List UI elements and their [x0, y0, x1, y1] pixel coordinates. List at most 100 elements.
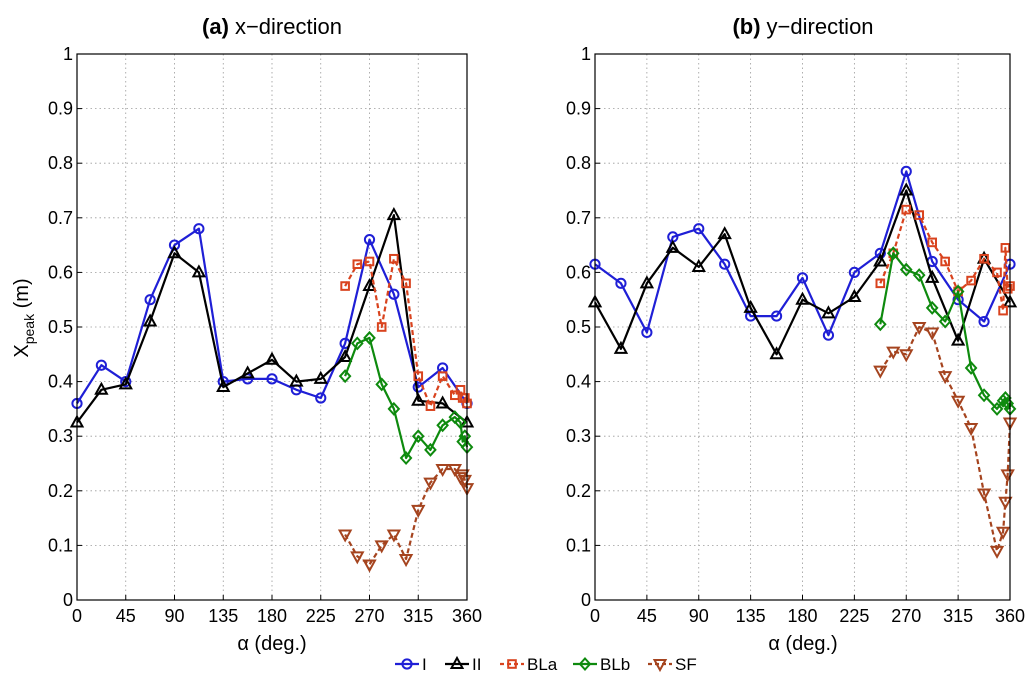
- panel-a-point-ii: [362, 277, 377, 292]
- panel-b-xtick-label: 135: [736, 606, 766, 626]
- panel-b-point-ii: [847, 288, 862, 302]
- panel-b-xtick-label: 360: [995, 606, 1025, 626]
- panel-a-ylabel: Xpeak (m): [11, 278, 37, 357]
- panel-b-xtick-label: 270: [891, 606, 921, 626]
- panel-b-point-bla: [1000, 243, 1011, 253]
- panel-b-point-sf: [937, 371, 953, 385]
- panel-b-point-sf: [976, 488, 992, 502]
- panel-a-xtick-label: 360: [452, 606, 482, 626]
- panel-b-point-bla: [992, 267, 1002, 278]
- panel-a-ytick-label: 1: [63, 44, 73, 64]
- panel-a-point-blb: [350, 336, 364, 351]
- panel-b-line-ii: [594, 189, 1011, 356]
- panel-b-ytick-label: 0.7: [566, 208, 591, 228]
- panel-a-xtick-label: 315: [403, 606, 433, 626]
- panel-a-point-ii: [435, 395, 450, 409]
- panel-b-xtick-label: 0: [590, 606, 600, 626]
- panel-b-point-blb: [1001, 396, 1015, 411]
- panel-a-point-bla: [352, 259, 363, 270]
- legend-item-bla: BLa: [500, 655, 558, 674]
- panel-a-point-ii: [216, 378, 231, 393]
- panel-b-point-blb: [899, 262, 913, 277]
- panel-a-point-sf: [362, 559, 377, 573]
- panel-b-ytick-label: 0.2: [566, 481, 591, 501]
- panel-b-point-bla: [979, 253, 989, 264]
- panel-a-point-bla: [364, 256, 375, 267]
- panel-b-point-sf: [886, 346, 901, 360]
- panel-b-point-sf: [963, 423, 979, 437]
- panel-a-point-bla: [425, 401, 436, 411]
- panel-a-ylabel-unit: (m): [11, 278, 33, 314]
- panel-b-point-ii: [639, 275, 655, 289]
- panel-b-point-sf: [989, 545, 1005, 559]
- panel-a-title-rest: x−direction: [235, 14, 342, 39]
- panel-a-point-i: [193, 223, 205, 235]
- legend-label: SF: [675, 655, 697, 674]
- legend-item-sf: SF: [648, 655, 697, 674]
- panel-a-xtick-label: 225: [306, 606, 336, 626]
- panel-b-series-sf: [873, 322, 1018, 559]
- panel-b-point-sf: [950, 395, 966, 409]
- panel-a-point-blb: [338, 369, 352, 384]
- panel-a-point-ii: [191, 264, 207, 278]
- panel-a-point-bla: [437, 371, 448, 381]
- panel-a-point-ii: [94, 381, 109, 395]
- panel-b-point-i: [719, 258, 731, 270]
- panel-b-xtick-label: 315: [943, 606, 973, 626]
- panel-b-point-i: [874, 247, 886, 259]
- panel-b-point-sf: [995, 526, 1011, 540]
- panel-b-point-i: [900, 165, 912, 177]
- panel-b-point-ii: [743, 299, 758, 313]
- panel-a-point-blb: [436, 418, 449, 433]
- legend: I II BLa BLb SF: [389, 652, 697, 675]
- panel-b-point-ii: [873, 253, 888, 267]
- panel-b-point-blb: [886, 246, 900, 261]
- panel-b-point-bla: [998, 305, 1008, 316]
- panel-a-xtick-label: 180: [257, 606, 287, 626]
- panel-a-ylabel-sub: peak: [21, 313, 37, 344]
- panel-b-axes-frame: [594, 53, 1011, 601]
- panel-b-xtick-label: 90: [689, 606, 709, 626]
- panel-b-point-i: [693, 223, 705, 235]
- panel-b-point-ii: [821, 305, 836, 319]
- panel-a-point-ii: [289, 373, 304, 387]
- panel-b-series-i: [589, 165, 1016, 341]
- panel-b-ytick-label: 1: [581, 44, 591, 64]
- panel-b-point-ii: [717, 226, 732, 240]
- panel-b-point-sf: [998, 496, 1013, 510]
- panel-b-point-bla: [1002, 283, 1013, 294]
- panel-b-point-blb: [999, 390, 1012, 405]
- panel-b-xtick-label: 45: [637, 606, 657, 626]
- panel-b: (b) y−direction 0 45 90 135 180 225 270 315 36000…: [566, 14, 1025, 655]
- panel-b-point-i: [978, 315, 990, 328]
- panel-a-point-ii: [337, 348, 353, 363]
- panel-b-point-blb: [951, 284, 965, 299]
- panel-b-series-ii: [587, 182, 1018, 360]
- panel-b-point-bla: [875, 278, 886, 289]
- legend-item-ii: II: [445, 655, 481, 674]
- panel-a-xlabel: α (deg.): [237, 633, 306, 655]
- panel-a-point-bla: [460, 393, 470, 403]
- panel-a-point-i: [168, 239, 181, 251]
- panel-a-point-blb: [387, 401, 401, 416]
- panel-a-point-i: [266, 373, 278, 385]
- panel-a-point-ii: [386, 206, 402, 221]
- panel-b-title-prefix: (b): [732, 14, 760, 39]
- panel-b-point-ii: [899, 182, 914, 196]
- panel-b-point-sf: [912, 322, 927, 336]
- panel-a-xtick-label: 0: [72, 606, 82, 626]
- legend-item-i: I: [395, 655, 427, 674]
- panel-b-point-ii: [613, 340, 629, 354]
- panel-b-point-i: [848, 266, 860, 278]
- panel-b-point-i: [796, 272, 809, 284]
- legend-label: BLa: [527, 655, 558, 674]
- panel-b-ytick-label: 0.6: [566, 262, 591, 282]
- panel-a-point-bla: [340, 281, 350, 291]
- panel-b-ytick-label: 0.5: [566, 317, 591, 337]
- panel-b-point-i: [641, 326, 653, 339]
- panel-a-point-blb: [363, 330, 376, 345]
- panel-a-point-blb: [375, 377, 389, 392]
- panel-b-xtick-label: 225: [839, 606, 869, 626]
- panel-b-point-blb: [990, 401, 1004, 416]
- panel-a-point-sf: [411, 504, 426, 518]
